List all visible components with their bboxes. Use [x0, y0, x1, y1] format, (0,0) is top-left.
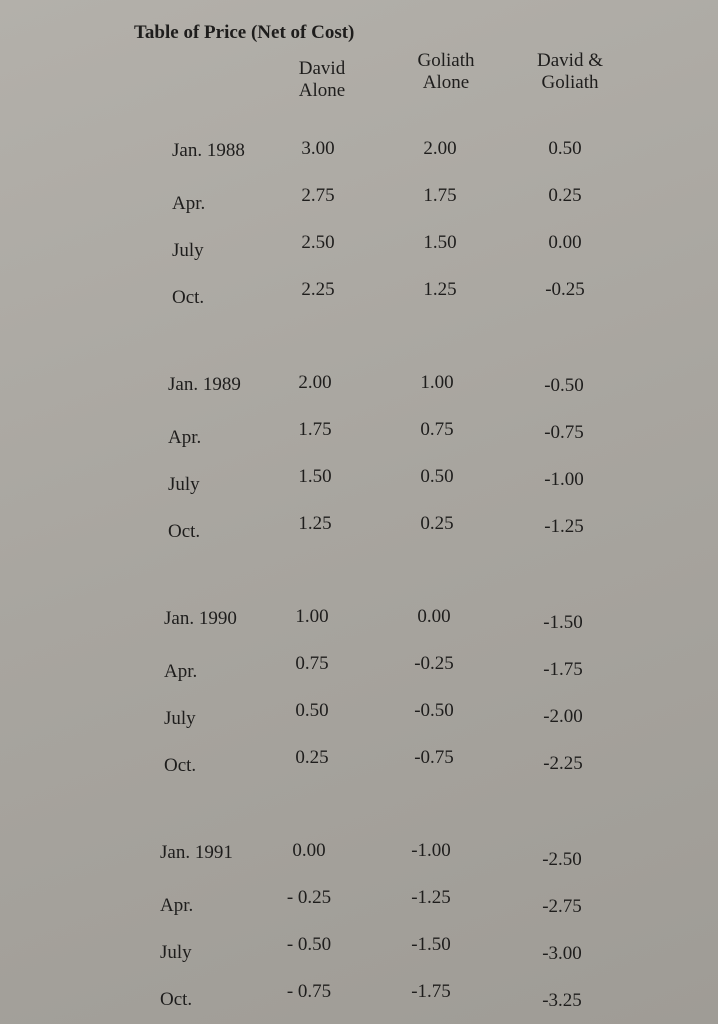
price-cell: 0.25: [548, 185, 582, 206]
price-cell: 1.50: [423, 232, 457, 253]
price-cell: 2.50: [301, 232, 335, 253]
row-label: Apr.: [168, 427, 202, 448]
price-cell: 2.00: [423, 138, 457, 159]
row-label: Jan. 1990: [164, 608, 237, 629]
price-cell: -1.50: [411, 934, 451, 955]
column-header: David Alone: [252, 58, 392, 102]
price-cell: 0.75: [295, 653, 329, 674]
row-label: Jan. 1989: [168, 374, 241, 395]
row-label: Jan. 1988: [172, 140, 245, 161]
row-label: Oct.: [172, 287, 205, 308]
price-cell: 0.50: [548, 138, 582, 159]
price-cell: -0.75: [414, 747, 454, 768]
price-cell: - 0.25: [286, 887, 332, 908]
price-cell: -2.00: [543, 706, 583, 727]
price-cell: 1.75: [298, 419, 332, 440]
row-label: July: [172, 240, 204, 261]
column-header: David & Goliath: [500, 50, 640, 94]
price-cell: -0.50: [414, 700, 454, 721]
header-line: Alone: [298, 80, 346, 101]
price-cell: -1.00: [544, 469, 584, 490]
price-cell: -1.00: [411, 840, 451, 861]
price-cell: 0.50: [295, 700, 329, 721]
price-cell: -2.50: [542, 849, 582, 870]
price-cell: 0.00: [548, 232, 582, 253]
price-cell: 1.25: [298, 513, 332, 534]
price-cell: -0.75: [544, 422, 584, 443]
row-label: Oct.: [160, 989, 193, 1010]
price-cell: 2.75: [301, 185, 335, 206]
price-cell: -2.25: [543, 753, 583, 774]
row-label: Apr.: [172, 193, 206, 214]
price-cell: 0.50: [420, 466, 454, 487]
price-cell: -1.25: [544, 516, 584, 537]
price-cell: 1.00: [295, 606, 329, 627]
header-line: Goliath: [541, 72, 599, 93]
price-cell: 2.25: [301, 279, 335, 300]
row-label: July: [168, 474, 200, 495]
price-cell: 0.00: [417, 606, 451, 627]
column-header: Goliath Alone: [376, 50, 516, 94]
price-cell: -3.25: [542, 990, 582, 1011]
row-label: July: [164, 708, 196, 729]
header-line: David &: [537, 50, 603, 71]
row-label: Jan. 1991: [160, 842, 233, 863]
price-cell: -0.50: [544, 375, 584, 396]
price-cell: 1.75: [423, 185, 457, 206]
price-cell: 2.00: [298, 372, 332, 393]
price-cell: -2.75: [542, 896, 582, 917]
price-cell: 0.75: [420, 419, 454, 440]
header-line: Goliath: [417, 50, 475, 71]
row-label: Apr.: [164, 661, 198, 682]
row-label: Oct.: [164, 755, 197, 776]
price-cell: -1.75: [411, 981, 451, 1002]
price-cell: - 0.75: [286, 981, 332, 1002]
price-cell: 0.00: [292, 840, 326, 861]
price-cell: 0.25: [295, 747, 329, 768]
header-line: Alone: [422, 72, 470, 93]
price-cell: -1.50: [543, 612, 583, 633]
price-cell: -1.25: [411, 887, 451, 908]
price-cell: - 0.50: [286, 934, 332, 955]
row-label: July: [160, 942, 192, 963]
price-cell: 1.00: [420, 372, 454, 393]
row-label: Apr.: [160, 895, 194, 916]
table-title: Table of Price (Net of Cost): [134, 22, 355, 43]
price-cell: -1.75: [543, 659, 583, 680]
price-cell: 1.25: [423, 279, 457, 300]
price-cell: 0.25: [420, 513, 454, 534]
price-cell: 3.00: [301, 138, 335, 159]
price-cell: -3.00: [542, 943, 582, 964]
price-cell: -0.25: [414, 653, 454, 674]
header-line: David: [298, 58, 346, 79]
row-label: Oct.: [168, 521, 201, 542]
price-cell: 1.50: [298, 466, 332, 487]
price-cell: -0.25: [545, 279, 585, 300]
